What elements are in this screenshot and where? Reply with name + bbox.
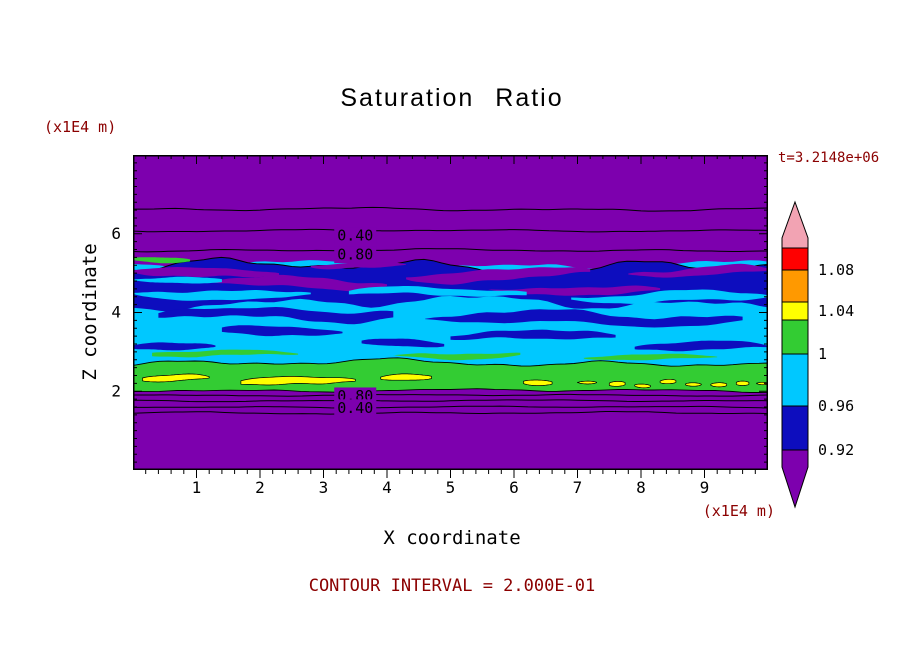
x-tick-label: 7 xyxy=(573,478,583,497)
x-axis-unit-label: (x1E4 m) xyxy=(702,502,775,520)
plot-title: Saturation Ratio xyxy=(340,84,564,112)
colorbar-tick-label: 1 xyxy=(818,345,827,363)
colorbar: 1.08 1.04 1 0.96 0.92 xyxy=(781,200,892,512)
x-tick-label: 6 xyxy=(509,478,519,497)
colorbar-tick-label: 1.04 xyxy=(818,302,854,320)
x-tick-label: 4 xyxy=(382,478,392,497)
contour-plot-canvas: 0.400.800.800.40 1 2 3 4 5 6 7 8 9 2 4 6 xyxy=(111,155,768,497)
x-tick-label: 9 xyxy=(700,478,710,497)
contour-value-label: 0.80 xyxy=(337,246,373,264)
x-tick-label: 8 xyxy=(636,478,646,497)
colorbar-segment xyxy=(781,247,809,271)
contour-value-label: 0.40 xyxy=(337,399,373,417)
z-tick-label: 2 xyxy=(111,381,121,400)
x-tick-label: 3 xyxy=(319,478,329,497)
contour-field: 0.400.800.800.40 xyxy=(133,155,768,470)
colorbar-tick-label: 1.08 xyxy=(818,261,854,279)
x-tick-label: 2 xyxy=(255,478,265,497)
colorbar-tick-label: 0.92 xyxy=(818,441,854,459)
z-tick-label: 4 xyxy=(111,303,121,322)
z-axis-unit-label: (x1E4 m) xyxy=(44,118,117,136)
x-tick-label: 1 xyxy=(192,478,202,497)
x-axis-title: X coordinate xyxy=(383,527,521,549)
colorbar-tick-label: 0.96 xyxy=(818,397,854,415)
contour-interval-note: CONTOUR INTERVAL = 2.000E-01 xyxy=(308,576,596,596)
colorbar-canvas: 1.08 1.04 1 0.96 0.92 xyxy=(781,200,854,509)
z-axis-title: Z coordinate xyxy=(79,243,101,381)
colorbar-segment xyxy=(781,353,809,407)
contour-plot: 0.40 0.80 0.80 0.40 1 2 3 4 5 6 7 8 9 2 4 6 xyxy=(111,155,768,497)
colorbar-segment xyxy=(781,269,809,303)
colorbar-segment xyxy=(781,301,809,321)
colorbar-segment xyxy=(781,200,809,249)
colorbar-segment xyxy=(781,405,809,451)
z-tick-label: 6 xyxy=(111,224,121,243)
time-annotation: t=3.2148e+06 xyxy=(778,150,880,166)
colorbar-segment xyxy=(781,449,809,509)
colorbar-segment xyxy=(781,319,809,355)
contour-value-label: 0.40 xyxy=(337,227,373,245)
axis-ticks xyxy=(133,155,768,478)
x-tick-label: 5 xyxy=(446,478,456,497)
